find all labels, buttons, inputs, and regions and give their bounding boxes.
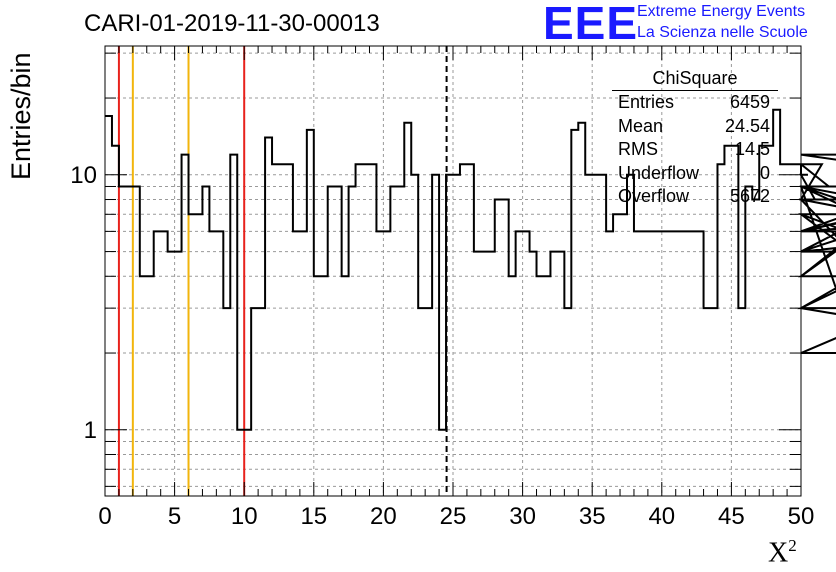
x-axis-label-sup: 2 bbox=[788, 536, 797, 555]
axis-ticks bbox=[104, 46, 802, 496]
chart-title: CARI-01-2019-11-30-00013 bbox=[84, 10, 380, 37]
stats-row-mean: Mean 24.54 bbox=[612, 115, 778, 139]
stats-underflow-label: Underflow bbox=[618, 162, 700, 183]
stats-row-underflow: Underflow 0 bbox=[612, 162, 778, 186]
stats-mean-value: 24.54 bbox=[724, 115, 770, 136]
stats-row-entries: Entries 6459 bbox=[612, 91, 778, 115]
x-tick-label: 40 bbox=[648, 503, 675, 530]
stats-box: ChiSquare Entries 6459 Mean 24.54 RMS 14… bbox=[612, 66, 778, 209]
tick-labels: 0 5 10 15 20 25 30 35 40 45 50 1 10 bbox=[70, 162, 814, 530]
stats-rms-label: RMS bbox=[618, 139, 658, 159]
brand-line-1: Extreme Energy Events bbox=[637, 3, 806, 20]
brand-line-2: La Scienza nelle Scuole bbox=[637, 24, 808, 41]
x-tick-label: 15 bbox=[300, 503, 327, 530]
y-tick-label: 1 bbox=[84, 417, 97, 444]
stats-rms-value: 14.5 bbox=[734, 139, 770, 159]
x-tick-label: 10 bbox=[231, 503, 258, 530]
x-tick-label: 20 bbox=[370, 503, 397, 530]
stats-name: ChiSquare bbox=[612, 66, 778, 91]
y-axis-label: Entries/bin bbox=[6, 52, 36, 180]
x-tick-label: 0 bbox=[98, 503, 111, 530]
y-tick-label: 10 bbox=[70, 162, 97, 189]
stats-entries-value: 6459 bbox=[729, 92, 770, 112]
grid-lines bbox=[105, 46, 801, 496]
stats-mean-label: Mean bbox=[618, 115, 664, 136]
reference-lines bbox=[117, 46, 448, 496]
x-tick-label: 5 bbox=[168, 503, 181, 530]
stats-overflow-label: Overflow bbox=[618, 186, 690, 206]
stats-overflow-value: 5672 bbox=[729, 186, 770, 206]
x-tick-label: 45 bbox=[718, 503, 745, 530]
x-axis-label-base: X bbox=[768, 537, 789, 569]
x-tick-label: 30 bbox=[509, 503, 536, 530]
x-tick-label: 50 bbox=[788, 503, 815, 530]
x-tick-label: 35 bbox=[579, 503, 606, 530]
stats-row-rms: RMS 14.5 bbox=[612, 138, 778, 162]
x-axis-label: X2 bbox=[768, 536, 797, 569]
x-tick-label: 25 bbox=[440, 503, 467, 530]
stats-underflow-value: 0 bbox=[759, 162, 770, 183]
eee-logo: EEE bbox=[543, 0, 639, 49]
stats-entries-label: Entries bbox=[618, 92, 675, 112]
stats-row-overflow: Overflow 5672 bbox=[612, 185, 778, 209]
